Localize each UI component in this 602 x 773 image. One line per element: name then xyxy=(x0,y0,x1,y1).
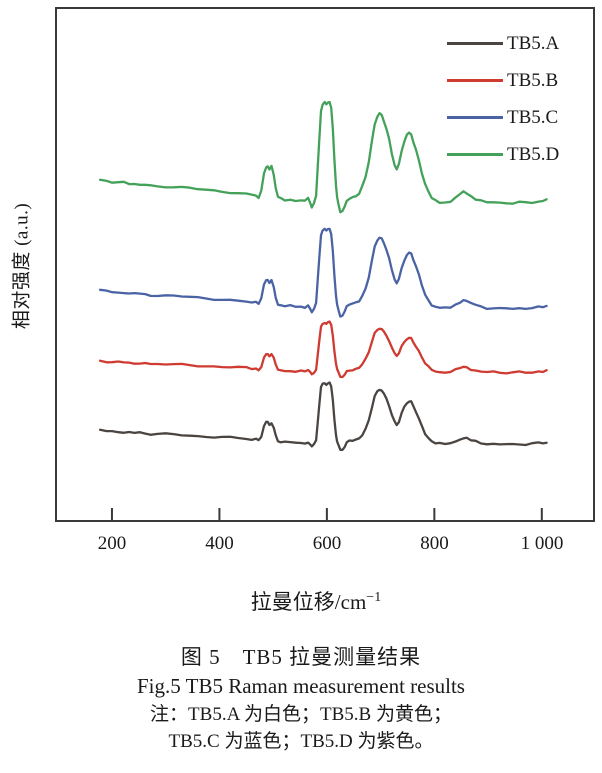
x-tick-label-400: 400 xyxy=(205,533,234,554)
x-tick-label-600: 600 xyxy=(312,533,342,554)
chart-legend: TB5.A TB5.B TB5.C TB5.D xyxy=(447,25,559,173)
x-tick-label-200: 200 xyxy=(97,533,127,554)
legend-item-tb5b: TB5.B xyxy=(447,62,559,99)
legend-item-tb5c: TB5.C xyxy=(447,99,559,136)
legend-item-tb5a: TB5.A xyxy=(447,25,559,62)
spectrum-trace-TB5.C xyxy=(98,227,548,318)
legend-line-swatch-tb5c xyxy=(447,116,503,119)
legend-label-tb5c: TB5.C xyxy=(507,106,559,128)
legend-line-swatch-tb5d xyxy=(447,153,503,156)
legend-line-swatch-tb5a xyxy=(447,42,503,45)
figure-note-line2: TB5.C 为蓝色；TB5.D 为紫色。 xyxy=(168,731,434,752)
figure-caption-chinese: 图 5 TB5 拉曼测量结果 xyxy=(180,645,422,669)
spectrum-trace-TB5.D xyxy=(98,100,548,214)
x-axis-label: 拉曼位移/cm−1 xyxy=(251,586,381,616)
plot-frame xyxy=(55,7,595,522)
x-tick-label-1000: 1 000 xyxy=(520,533,564,554)
spectrum-trace-TB5.B xyxy=(98,320,548,379)
figure-note-line1: 注：TB5.A 为白色；TB5.B 为黄色； xyxy=(150,704,452,725)
legend-label-tb5a: TB5.A xyxy=(507,32,560,54)
legend-label-tb5d: TB5.D xyxy=(507,143,560,165)
legend-item-tb5d: TB5.D xyxy=(447,136,559,173)
y-axis-label: 相对强度 (a.u.) xyxy=(11,202,33,330)
figure-caption: 图 5 TB5 拉曼测量结果 Fig.5 TB5 Raman measureme… xyxy=(0,642,602,755)
x-tick-label-800: 800 xyxy=(420,533,449,554)
legend-line-swatch-tb5b xyxy=(447,79,503,82)
raman-chart-plot-area xyxy=(55,7,595,522)
figure-caption-english: Fig.5 TB5 Raman measurement results xyxy=(137,674,465,698)
spectrum-trace-TB5.A xyxy=(98,381,548,451)
x-axis-label-text: 拉曼位移/cm xyxy=(250,590,367,614)
legend-label-tb5b: TB5.B xyxy=(507,69,559,91)
x-axis-label-superscript: −1 xyxy=(366,590,382,605)
